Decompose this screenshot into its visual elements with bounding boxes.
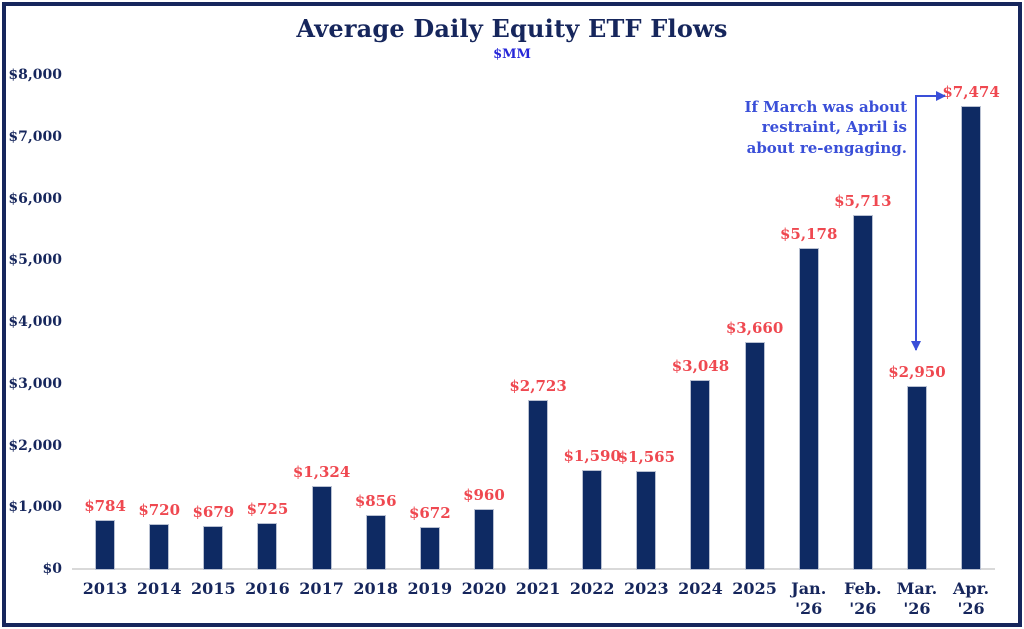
bar [799,249,818,569]
bar-column: $679 2015 [186,75,240,598]
bar [366,516,385,569]
bar-value-label: $725 [246,500,289,519]
x-tick-label: Mar. '26 [896,579,938,618]
bar-column: $960 2020 [457,75,511,598]
bar-value-label: $2,723 [509,376,567,395]
x-tick-label: 2024 [678,579,723,598]
x-tick-label: 2020 [461,579,507,598]
bar-column: $1,565 2023 [617,75,676,598]
x-tick-label: 2013 [82,579,128,598]
x-tick-label: 2015 [191,579,236,598]
bar-column: $7,474 Apr. '26 [942,75,1000,618]
bar-column: $2,723 2021 [509,75,567,598]
bar-value-label: $1,324 [292,463,351,482]
bar [150,524,169,569]
y-tick-label: $4,000 [8,314,62,330]
bar-column: $5,178 Jan. '26 [779,75,838,618]
x-tick-label: 2025 [732,579,777,598]
bar-value-label: $2,950 [888,362,946,381]
chart-subtitle-units: $MM [493,47,531,62]
y-tick-label: $7,000 [8,128,62,145]
bar [420,527,439,569]
bar-value-label: $5,178 [779,225,838,244]
y-tick-label: $8,000 [8,67,62,83]
bar-column: $725 2016 [240,75,294,598]
bar-value-label: $3,660 [725,319,784,337]
bar-column: $1,590 2022 [563,75,621,598]
y-tick-label: $3,000 [8,375,62,392]
bar-value-label: $1,590 [563,446,621,465]
bar-column: $784 2013 [78,75,132,598]
chart-title: Average Daily Equity ETF Flows [296,14,728,43]
annotation-line: about re-engaging. [746,138,907,157]
x-tick-label: Jan. '26 [791,579,827,618]
x-axis-line [72,568,995,570]
x-tick-label: 2017 [299,579,344,598]
x-tick-label: Feb. '26 [844,579,882,618]
bar [962,107,981,569]
y-tick-label: $0 [42,561,62,577]
bar-column: $1,324 2017 [292,75,351,598]
bar-value-label: $856 [354,492,397,511]
bar [204,527,223,569]
bar [691,380,710,569]
y-tick-label: $1,000 [8,499,62,516]
bar [583,470,602,569]
y-axis: $8,000 $7,000 $6,000 $5,000 $4,000 $3,000 $2,0… [0,67,68,577]
x-tick-label: 2019 [407,579,453,598]
bar [96,520,115,569]
x-tick-label: 2014 [136,579,182,598]
bar-series: $784 2013 $720 2014 $679 2015 $725 2016 $1,324 20… [78,75,1000,618]
bar [258,524,277,569]
x-tick-label: 2021 [515,579,561,598]
x-tick-label: 2016 [245,579,290,598]
bar-column: $5,713 Feb. '26 [834,75,892,618]
annotation-line: restraint, April is [761,118,907,137]
bar-column: $3,660 2025 [725,75,784,598]
x-tick-label: 2018 [353,579,398,598]
bar-column: $2,950 Mar. '26 [888,75,946,618]
bar [637,472,656,569]
y-tick-label: $2,000 [8,437,62,454]
bar-value-label: $7,474 [942,83,1000,102]
bar-column: $3,048 2024 [671,75,730,598]
plot-area: $784 2013 $720 2014 $679 2015 $725 2016 $1,324 20… [72,75,1000,618]
bar-value-label: $1,565 [617,448,676,467]
bar-column: $856 2018 [349,75,403,598]
bar-value-label: $679 [192,503,235,522]
bar-value-label: $5,713 [834,192,892,211]
bar [907,386,926,569]
bar [312,487,331,569]
annotation-line: If March was about [744,98,907,116]
bar [745,343,764,569]
bar [474,509,493,569]
bar-value-label: $3,048 [671,356,730,375]
y-tick-label: $5,000 [8,252,62,269]
bar [853,216,872,569]
bar-value-label: $960 [463,485,505,504]
bar-column: $672 2019 [403,75,457,598]
bar-value-label: $720 [138,500,181,519]
annotation-text: If March was about restraint, April is a… [744,97,907,158]
x-tick-label: Apr. '26 [952,579,990,618]
bar-column: $720 2014 [132,75,186,598]
y-tick-label: $6,000 [8,190,62,207]
bar-value-label: $784 [84,496,126,515]
bar-value-label: $672 [408,503,451,522]
x-tick-label: 2022 [569,579,615,598]
bar [529,400,548,569]
x-tick-label: 2023 [624,579,669,598]
